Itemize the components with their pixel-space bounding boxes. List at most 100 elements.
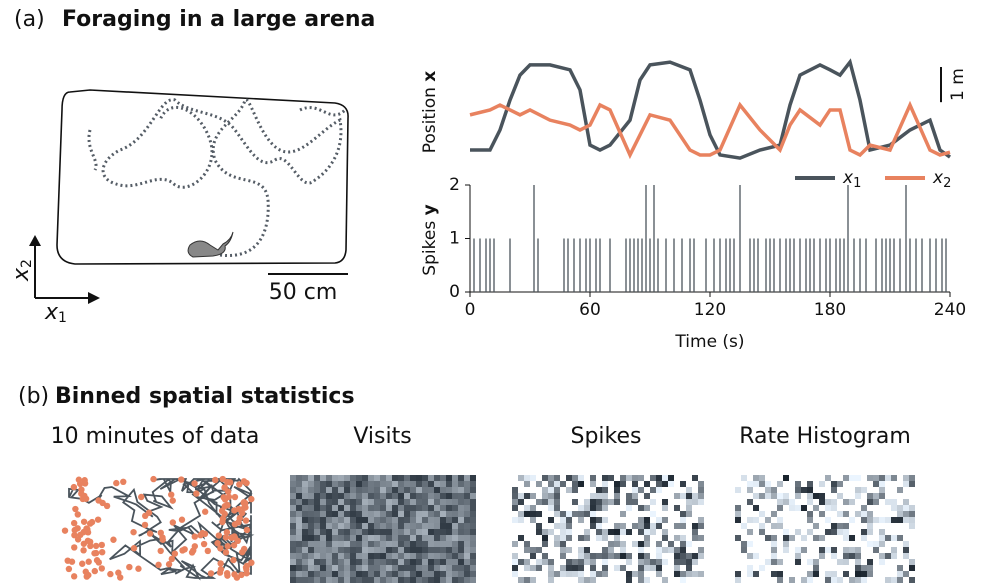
heat-cell xyxy=(578,481,584,487)
heat-cell xyxy=(374,505,380,511)
heat-cell xyxy=(362,571,368,577)
spike-dot xyxy=(220,476,226,482)
heat-cell xyxy=(458,499,464,505)
heat-cell xyxy=(813,559,819,565)
heat-cell xyxy=(374,517,380,523)
spike-dot xyxy=(230,557,236,563)
heat-cell xyxy=(578,559,584,565)
heat-cell xyxy=(302,577,308,583)
heat-cell xyxy=(680,553,686,559)
heat-cell xyxy=(332,487,338,493)
heat-cell xyxy=(338,481,344,487)
heat-cell xyxy=(362,487,368,493)
heat-cell xyxy=(326,505,332,511)
heat-cell xyxy=(320,547,326,553)
spike-dot xyxy=(216,532,222,538)
heat-cell xyxy=(290,553,296,559)
heat-cell xyxy=(458,493,464,499)
heat-cell xyxy=(434,577,440,583)
heat-cell xyxy=(344,493,350,499)
heat-cell xyxy=(332,535,338,541)
heat-cell xyxy=(819,493,825,499)
heat-cell xyxy=(686,493,692,499)
heat-cell xyxy=(602,559,608,565)
heat-cell xyxy=(434,487,440,493)
heat-cell xyxy=(470,571,476,577)
heat-cell xyxy=(608,475,614,481)
heat-cell xyxy=(548,577,554,583)
heat-cell xyxy=(302,571,308,577)
heat-cell xyxy=(296,535,302,541)
heat-cell xyxy=(885,499,891,505)
heat-cell xyxy=(362,529,368,535)
heat-cell xyxy=(404,565,410,571)
heat-cell xyxy=(554,511,560,517)
heat-cell xyxy=(452,487,458,493)
heat-cell xyxy=(686,499,692,505)
heat-cell xyxy=(747,487,753,493)
heat-cell xyxy=(440,523,446,529)
heat-cell xyxy=(404,571,410,577)
spike-dot xyxy=(69,559,75,565)
spike-dot xyxy=(77,481,83,487)
arrow-head xyxy=(29,235,41,246)
heat-cell xyxy=(314,559,320,565)
heat-cell xyxy=(428,535,434,541)
heat-cell xyxy=(434,523,440,529)
heat-cell xyxy=(410,523,416,529)
heat-cell xyxy=(668,475,674,481)
heat-cell xyxy=(861,517,867,523)
heat-cell xyxy=(560,535,566,541)
spike-dot xyxy=(179,517,185,523)
heat-cell xyxy=(632,475,638,481)
heat-cell xyxy=(686,559,692,565)
heat-cell xyxy=(404,577,410,583)
heat-cell xyxy=(849,535,855,541)
heat-cell xyxy=(753,505,759,511)
heat-cell xyxy=(380,535,386,541)
heat-cell xyxy=(765,493,771,499)
heat-cell xyxy=(819,481,825,487)
heat-cell xyxy=(614,481,620,487)
heat-cell xyxy=(290,499,296,505)
heat-cell xyxy=(831,529,837,535)
heat-cell xyxy=(380,505,386,511)
x-tick-label: 60 xyxy=(579,300,601,320)
heat-cell xyxy=(362,559,368,565)
heat-cell xyxy=(536,499,542,505)
heat-cell xyxy=(777,577,783,583)
heat-cell xyxy=(392,577,398,583)
heat-cell xyxy=(458,523,464,529)
heat-cell xyxy=(644,505,650,511)
heat-cell xyxy=(596,523,602,529)
heat-cell xyxy=(771,541,777,547)
heat-cell xyxy=(542,499,548,505)
spike-dot xyxy=(241,505,247,511)
heat-cell xyxy=(765,481,771,487)
heat-cell xyxy=(590,499,596,505)
position-line xyxy=(470,62,950,158)
heat-cell xyxy=(290,505,296,511)
heat-cell xyxy=(470,511,476,517)
heat-cell xyxy=(344,481,350,487)
heat-cell xyxy=(735,571,741,577)
heat-cell xyxy=(855,553,861,559)
scale-bar-label: 1 m xyxy=(948,68,968,101)
heat-cell xyxy=(644,565,650,571)
heat-cell xyxy=(735,505,741,511)
heat-cell xyxy=(620,481,626,487)
heat-cell xyxy=(831,571,837,577)
heat-cell xyxy=(692,553,698,559)
heat-cell xyxy=(638,541,644,547)
heat-cell xyxy=(548,529,554,535)
spike-dot xyxy=(72,506,78,512)
spike-dot xyxy=(96,559,102,565)
heat-cell xyxy=(314,535,320,541)
spike-dot xyxy=(193,490,199,496)
heat-cell xyxy=(416,499,422,505)
heat-cell xyxy=(885,535,891,541)
heat-cell xyxy=(344,535,350,541)
heat-cell xyxy=(398,565,404,571)
heat-cell xyxy=(350,475,356,481)
spike-dot xyxy=(191,480,197,486)
